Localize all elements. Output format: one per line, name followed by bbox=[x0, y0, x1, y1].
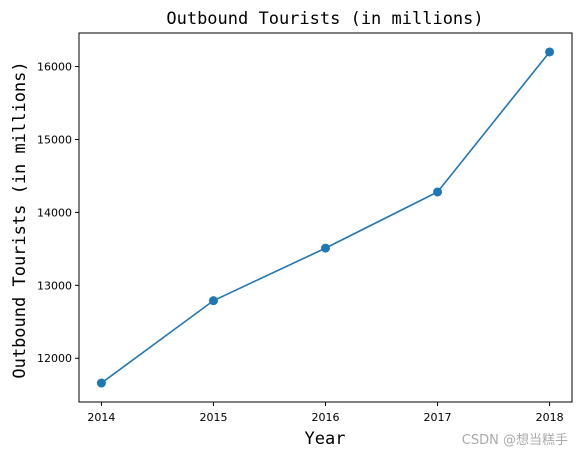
x-tick-label: 2015 bbox=[199, 411, 227, 424]
x-tick-label: 2017 bbox=[424, 411, 452, 424]
series-line bbox=[100, 51, 551, 384]
x-tick-label: 2014 bbox=[87, 411, 115, 424]
plot-frame bbox=[78, 32, 573, 403]
y-tick-label: 13000 bbox=[37, 279, 72, 292]
chart-title: Outbound Tourists (in millions) bbox=[166, 9, 483, 29]
x-tick-label: 2016 bbox=[312, 411, 340, 424]
data-point bbox=[433, 187, 443, 197]
y-tick-label: 12000 bbox=[37, 352, 72, 365]
x-tick-label: 2018 bbox=[536, 411, 564, 424]
y-tick-label: 15000 bbox=[37, 133, 72, 146]
data-point bbox=[545, 47, 555, 57]
y-tick-label: 16000 bbox=[37, 61, 72, 74]
y-tick-label: 14000 bbox=[37, 206, 72, 219]
x-axis-label: Year bbox=[305, 429, 346, 449]
y-axis-label: Outbound Tourists (in millions) bbox=[10, 61, 30, 378]
data-point bbox=[208, 296, 218, 306]
x-axis: 2014 2015 2016 2017 2018 bbox=[87, 402, 564, 424]
watermark-text: CSDN @想当糕手 bbox=[462, 432, 568, 448]
data-point bbox=[96, 378, 106, 388]
data-points bbox=[96, 47, 555, 388]
y-axis: 12000 13000 14000 15000 16000 bbox=[37, 61, 79, 365]
data-point bbox=[321, 243, 330, 253]
